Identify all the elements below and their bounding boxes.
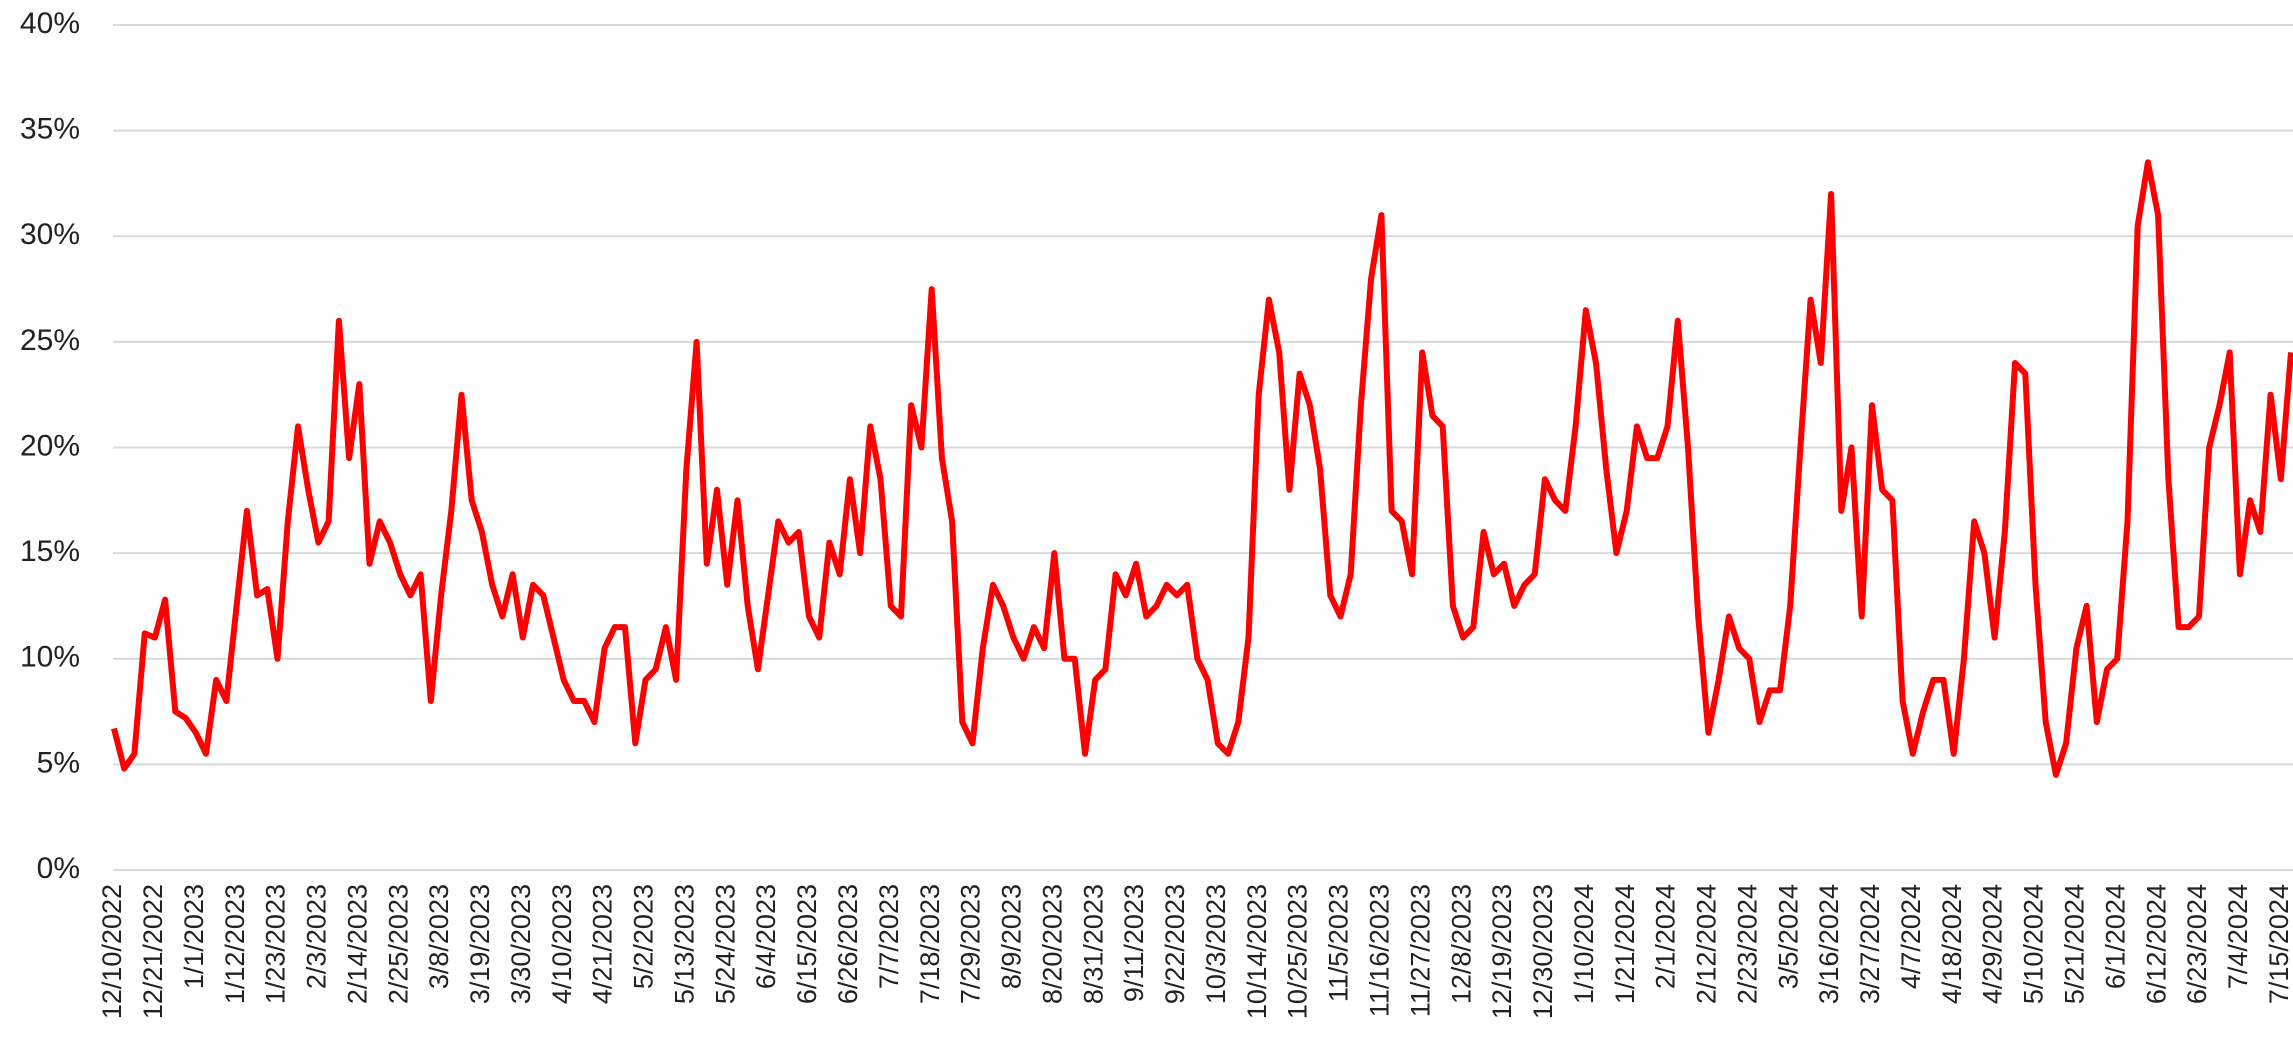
y-tick-label: 0% — [37, 852, 80, 885]
x-tick-label: 9/11/2023 — [1119, 884, 1149, 1002]
x-tick-label: 6/15/2023 — [792, 884, 822, 1004]
y-tick-label: 40% — [20, 7, 80, 40]
x-tick-label: 3/30/2023 — [506, 884, 536, 1004]
x-tick-label: 3/5/2024 — [1773, 884, 1803, 989]
x-tick-label: 7/18/2023 — [915, 884, 945, 1004]
x-tick-label: 12/21/2022 — [138, 884, 168, 1019]
y-tick-label: 25% — [20, 324, 80, 357]
x-tick-label: 5/24/2023 — [710, 884, 740, 1004]
x-tick-label: 5/21/2024 — [2059, 884, 2089, 1004]
x-tick-label: 3/8/2023 — [424, 884, 454, 989]
y-tick-label: 15% — [20, 535, 80, 568]
x-tick-label: 10/3/2023 — [1201, 884, 1231, 1004]
x-tick-label: 10/25/2023 — [1283, 884, 1313, 1019]
x-tick-label: 2/14/2023 — [342, 884, 372, 1004]
x-tick-label: 1/10/2024 — [1569, 884, 1599, 1004]
y-tick-label: 20% — [20, 429, 80, 462]
x-tick-label: 1/21/2024 — [1610, 884, 1640, 1004]
x-tick-label: 5/13/2023 — [669, 884, 699, 1004]
x-tick-label: 2/12/2024 — [1692, 884, 1722, 1004]
x-tick-label: 12/30/2023 — [1528, 884, 1558, 1019]
x-tick-label: 1/1/2023 — [179, 884, 209, 989]
data-line — [111, 159, 2293, 778]
x-tick-label: 3/19/2023 — [465, 884, 495, 1004]
x-tick-label: 5/10/2024 — [2019, 884, 2049, 1004]
x-tick-label: 8/20/2023 — [1037, 884, 1067, 1004]
x-tick-label: 7/4/2024 — [2223, 884, 2253, 989]
x-tick-label: 6/1/2024 — [2100, 884, 2130, 989]
x-tick-label: 6/4/2023 — [751, 884, 781, 989]
x-tick-label: 6/12/2024 — [2141, 884, 2171, 1004]
x-tick-label: 2/23/2024 — [1732, 884, 1762, 1004]
x-tick-label: 8/31/2023 — [1078, 884, 1108, 1004]
x-tick-label: 6/23/2024 — [2182, 884, 2212, 1004]
x-tick-label: 1/23/2023 — [261, 884, 291, 1004]
x-tick-label: 3/27/2024 — [1855, 884, 1885, 1004]
x-tick-label: 12/10/2022 — [97, 884, 127, 1019]
x-tick-label: 8/9/2023 — [997, 884, 1027, 989]
y-tick-label: 35% — [20, 113, 80, 146]
y-tick-label: 5% — [37, 746, 80, 779]
y-tick-label: 10% — [20, 641, 80, 674]
x-tick-label: 9/22/2023 — [1160, 884, 1190, 1004]
x-tick-label: 2/25/2023 — [383, 884, 413, 1004]
x-tick-label: 4/7/2024 — [1896, 884, 1926, 989]
x-tick-label: 10/14/2023 — [1242, 884, 1272, 1019]
y-tick-label: 30% — [20, 218, 80, 251]
x-tick-label: 4/18/2024 — [1937, 884, 1967, 1004]
x-tick-label: 4/29/2024 — [1978, 884, 2008, 1004]
x-tick-label: 3/16/2024 — [1814, 884, 1844, 1004]
x-tick-label: 2/3/2023 — [302, 884, 332, 989]
x-tick-label: 7/7/2023 — [874, 884, 904, 989]
x-tick-label: 4/21/2023 — [588, 884, 618, 1004]
x-tick-label: 7/29/2023 — [956, 884, 986, 1004]
x-tick-label: 12/19/2023 — [1487, 884, 1517, 1019]
x-tick-label: 11/16/2023 — [1364, 884, 1394, 1017]
x-tick-label: 12/8/2023 — [1446, 884, 1476, 1004]
x-tick-label: 4/10/2023 — [547, 884, 577, 1004]
x-tick-label: 5/2/2023 — [629, 884, 659, 989]
x-tick-label: 11/5/2023 — [1324, 884, 1354, 1002]
x-tick-label: 7/15/2024 — [2264, 884, 2293, 1004]
x-tick-label: 11/27/2023 — [1405, 884, 1435, 1017]
x-tick-label: 6/26/2023 — [833, 884, 863, 1004]
x-tick-label: 1/12/2023 — [220, 884, 250, 1004]
x-tick-label: 2/1/2024 — [1651, 884, 1681, 989]
